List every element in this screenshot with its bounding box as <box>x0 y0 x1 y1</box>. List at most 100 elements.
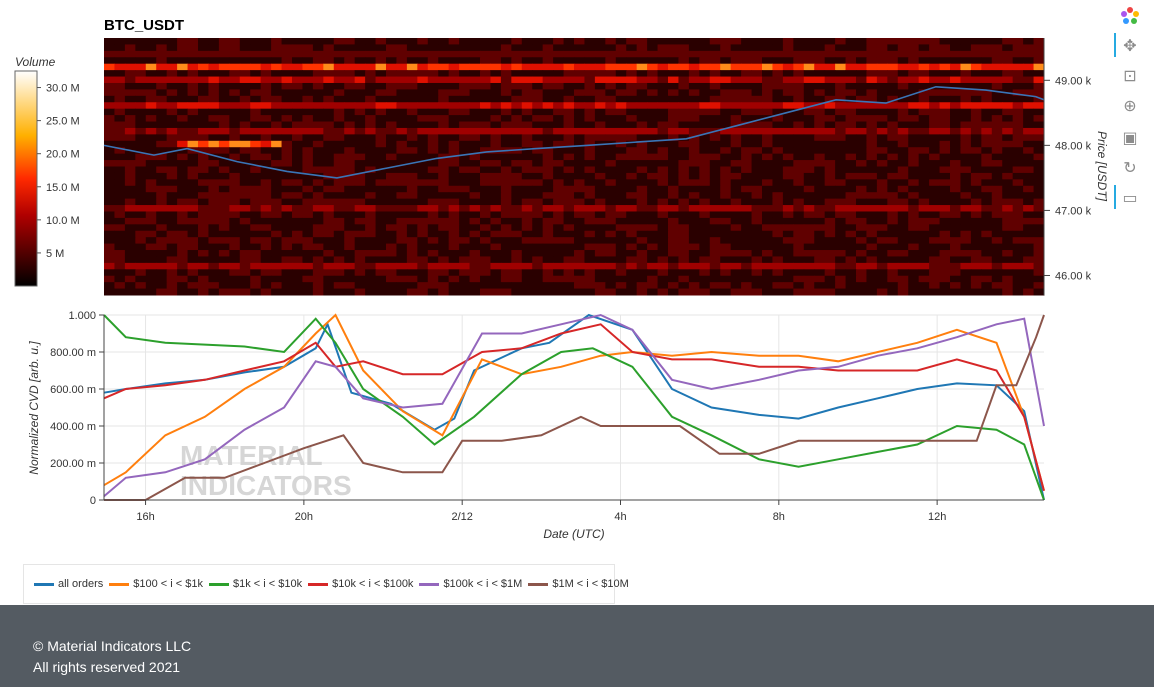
heatmap-cell <box>354 230 366 238</box>
heatmap-cell <box>981 63 993 71</box>
bokeh-logo-icon[interactable] <box>1118 4 1142 28</box>
heatmap-cell <box>166 205 178 212</box>
heatmap-cell <box>866 134 878 142</box>
heatmap-cell <box>459 115 471 123</box>
heatmap-cell <box>668 38 679 45</box>
heatmap-cell <box>688 205 700 212</box>
heatmap-cell <box>208 76 220 84</box>
heatmap-cell <box>208 44 220 52</box>
heatmap-cell <box>124 38 136 45</box>
heatmap-cell <box>950 198 961 206</box>
heatmap-cell <box>887 50 899 58</box>
heatmap-cell <box>866 217 878 225</box>
heatmap-cell <box>563 282 575 290</box>
heatmap-cell <box>741 243 753 251</box>
heatmap-cell <box>772 115 784 123</box>
legend-item-1[interactable]: $100 < i < $1k <box>109 578 203 590</box>
heatmap-cell <box>1023 115 1035 123</box>
heatmap-cell <box>835 198 847 206</box>
heatmap-cell <box>521 127 533 135</box>
heatmap-cell <box>156 282 168 290</box>
heatmap-cell <box>344 282 356 290</box>
legend-item-2[interactable]: $1k < i < $10k <box>208 578 302 590</box>
heatmap-cell <box>594 134 606 142</box>
heatmap-cell <box>657 89 669 97</box>
legend-item-0[interactable]: all orders <box>34 578 103 590</box>
heatmap-cell <box>292 63 303 71</box>
heatmap-cell <box>239 38 251 45</box>
heatmap-cell <box>626 237 638 245</box>
heatmap-cell <box>406 95 418 103</box>
heatmap-cell <box>678 147 690 155</box>
heatmap-cell <box>762 63 773 71</box>
heatmap-cell <box>626 44 638 52</box>
save-icon[interactable]: ▣ <box>1122 127 1138 147</box>
heatmap-cell <box>626 160 638 167</box>
heatmap-cell <box>177 153 189 161</box>
heatmap-cell <box>605 102 617 110</box>
heatmap-cell <box>824 172 836 180</box>
heatmap-cell <box>427 76 439 84</box>
heatmap-cell <box>386 95 397 103</box>
heatmap-plot[interactable] <box>103 38 1045 296</box>
heatmap-cell <box>135 57 147 65</box>
heatmap-cell <box>594 256 606 264</box>
heatmap-cell <box>459 147 471 155</box>
heatmap-cell <box>333 160 345 167</box>
heatmap-cell <box>281 224 293 232</box>
heatmap-cell <box>480 76 491 84</box>
heatmap-cell <box>699 38 711 45</box>
heatmap-cell <box>469 166 481 174</box>
heatmap-cell <box>835 38 847 45</box>
heatmap-cell <box>145 89 157 97</box>
heatmap-cell <box>950 147 961 155</box>
heatmap-cell <box>553 230 565 238</box>
heatmap-cell <box>939 224 951 232</box>
wheel-zoom-icon[interactable]: ⊕ <box>1123 95 1137 115</box>
heatmap-cell <box>939 243 951 251</box>
heatmap-cell <box>427 160 439 167</box>
heatmap-cell <box>929 44 941 52</box>
heatmap-cell <box>511 282 523 290</box>
hover-icon[interactable]: ▭ <box>1114 185 1144 209</box>
heatmap-cell <box>145 172 157 180</box>
heatmap-cell <box>782 262 794 270</box>
cvd-plot[interactable]: MATERIAL INDICATORS <box>103 313 1045 501</box>
heatmap-cell <box>709 262 721 270</box>
heatmap-cell <box>292 243 303 251</box>
legend-item-4[interactable]: $100k < i < $1M <box>419 578 522 590</box>
heatmap-cell <box>688 243 700 251</box>
heatmap-cell <box>803 76 815 84</box>
heatmap-cell <box>177 82 189 90</box>
heatmap-cell <box>135 89 147 97</box>
heatmap-cell <box>856 217 867 225</box>
heatmap-cell <box>344 230 356 238</box>
heatmap-cell <box>584 70 596 78</box>
heatmap-cell <box>281 127 293 135</box>
heatmap-cell <box>720 256 732 264</box>
heatmap-cell <box>908 275 920 283</box>
heatmap-cell <box>124 269 136 277</box>
heatmap-cell <box>354 211 366 219</box>
chart-canvas[interactable]: BTC_USDT Volume 5 M10.0 M15.0 M20.0 M25.… <box>0 0 1154 605</box>
heatmap-cell <box>626 256 638 264</box>
heatmap-cell <box>762 38 773 45</box>
pan-icon[interactable]: ✥ <box>1114 33 1144 57</box>
heatmap-cell <box>135 153 147 161</box>
heatmap-cell <box>918 44 930 52</box>
legend-item-5[interactable]: $1M < i < $10M <box>528 578 629 590</box>
heatmap-cell <box>845 147 857 155</box>
legend-item-3[interactable]: $10k < i < $100k <box>308 578 413 590</box>
heatmap-cell <box>1033 82 1045 90</box>
heatmap-cell <box>135 172 147 180</box>
reset-icon[interactable]: ↻ <box>1123 157 1137 177</box>
heatmap-cell <box>991 147 1003 155</box>
heatmap-cell <box>594 57 606 65</box>
heatmap-cell <box>500 44 512 52</box>
heatmap-cell <box>532 127 544 135</box>
box-zoom-icon[interactable]: ⊡ <box>1123 65 1137 85</box>
heatmap-cell <box>950 50 961 58</box>
heatmap-cell <box>448 185 460 193</box>
heatmap-cell <box>271 82 283 90</box>
heatmap-cell <box>636 179 648 187</box>
